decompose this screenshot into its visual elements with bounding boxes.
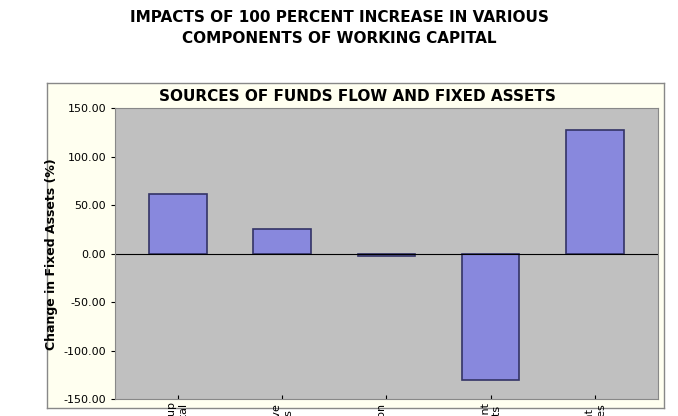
Bar [254, 230, 311, 254]
Bar [462, 254, 519, 380]
Bar [358, 254, 415, 256]
Text: SOURCES OF FUNDS FLOW AND FIXED ASSETS: SOURCES OF FUNDS FLOW AND FIXED ASSETS [159, 89, 555, 104]
Bar [149, 193, 207, 254]
Text: IMPACTS OF 100 PERCENT INCREASE IN VARIOUS: IMPACTS OF 100 PERCENT INCREASE IN VARIO… [129, 10, 549, 25]
Bar [566, 129, 624, 254]
Text: COMPONENTS OF WORKING CAPITAL: COMPONENTS OF WORKING CAPITAL [182, 31, 496, 46]
Y-axis label: Change in Fixed Assets (%): Change in Fixed Assets (%) [45, 158, 58, 349]
